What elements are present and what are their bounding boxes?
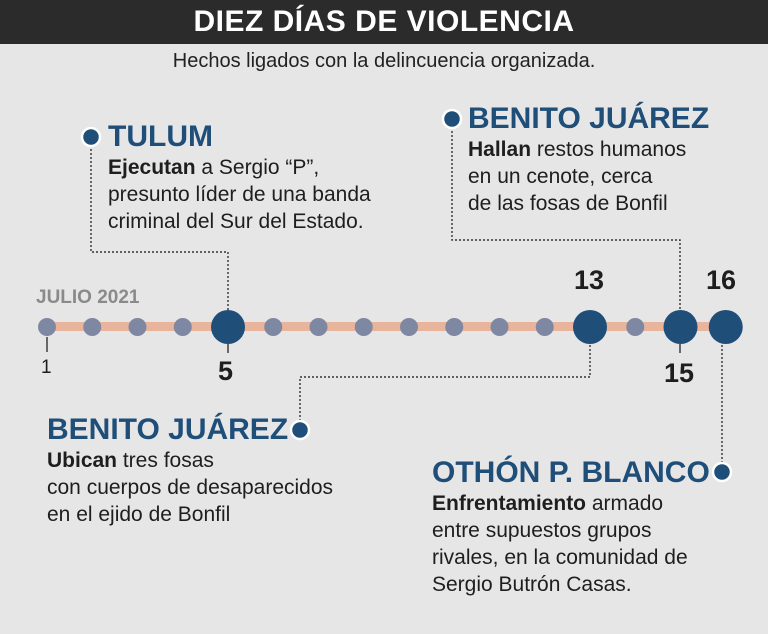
place-name: BENITO JUÁREZ [47, 413, 289, 446]
day-5-label: 5 [218, 356, 234, 386]
timeline-dot-day-3 [128, 318, 147, 336]
timeline-bar [40, 322, 730, 331]
event-text-line: Sergio Butrón Casas. [432, 573, 632, 596]
place-name: TULUM [108, 120, 213, 153]
timeline-dot-day-2 [83, 318, 102, 336]
event-text-line: armado [586, 492, 664, 515]
event-verb: Hallan [468, 138, 532, 161]
event-text-line: presunto líder de una banda [108, 183, 371, 206]
timeline-dot-day-16 [708, 310, 743, 344]
timeline-dot-day-10 [445, 318, 464, 336]
marker-benito-juarez-top [441, 108, 463, 130]
start-day-label: 1 [41, 357, 52, 378]
subtitle: Hechos ligados con la delincuencia organ… [172, 50, 596, 72]
event-text-line: en el ejido de Bonfil [47, 503, 231, 526]
event-verb: Enfrentamiento [432, 492, 587, 515]
marker-othon-p-blanco [711, 461, 733, 483]
event-description: Ejecutan a Sergio “P”, presunto líder de… [108, 154, 371, 235]
timeline-dot-day-1 [38, 318, 56, 336]
event-text-line: rivales, en la comunidad de [432, 546, 688, 569]
event-text-line: criminal del Sur del Estado. [108, 210, 364, 233]
timeline-dots [38, 310, 743, 344]
timeline-dot-day-11 [490, 318, 509, 336]
day-15-label: 15 [664, 358, 695, 388]
timeline-dot-day-9 [400, 318, 418, 336]
timeline-dot-day-12 [535, 318, 554, 336]
timeline-dot-day-6 [264, 318, 283, 336]
connector-tulum [90, 137, 229, 313]
connector-benito-juarez-top [451, 119, 681, 311]
event-description: Ubican tres fosas con cuerpos de desapar… [47, 447, 333, 528]
place-name: OTHÓN P. BLANCO [432, 456, 710, 489]
connector-lines [46, 119, 723, 472]
timeline-dot-day-8 [354, 318, 373, 336]
title-bar: DIEZ DÍAS DE VIOLENCIA [0, 0, 768, 44]
event-text-line: tres fosas [117, 449, 214, 472]
timeline-dot-day-15 [663, 310, 698, 344]
timeline-dot-day-4 [173, 318, 192, 336]
timeline-dot-day-14 [626, 318, 645, 336]
event-text-line: de las fosas de Bonfil [468, 192, 668, 215]
marker-tulum [80, 126, 102, 148]
timeline-dot-day-13 [573, 310, 607, 344]
connector-benito-juarez-bottom [299, 345, 591, 430]
day-13-label: 13 [574, 265, 605, 295]
event-benito-juarez-top: BENITO JUÁREZ Hallan restos humanos en u… [468, 102, 709, 217]
event-verb: Ejecutan [108, 156, 196, 179]
event-verb: Ubican [47, 449, 118, 472]
timeline-dot-day-5 [211, 310, 245, 344]
timeline-dot-day-7 [309, 318, 328, 336]
event-text-line: restos humanos [531, 138, 687, 161]
event-othon-p-blanco: OTHÓN P. BLANCO Enfrentamiento armado en… [432, 456, 710, 598]
event-description: Enfrentamiento armado entre supuestos gr… [432, 490, 710, 598]
event-text-line: a Sergio “P”, [195, 156, 320, 179]
period-label: JULIO 2021 [36, 287, 140, 308]
event-text-line: con cuerpos de desaparecidos [47, 476, 334, 499]
event-tulum: TULUM Ejecutan a Sergio “P”, presunto lí… [108, 120, 371, 235]
event-benito-juarez-bottom: BENITO JUÁREZ Ubican tres fosas con cuer… [47, 413, 333, 528]
event-text-line: en un cenote, cerca [468, 165, 653, 188]
event-text-line: entre supuestos grupos [432, 519, 652, 542]
place-name: BENITO JUÁREZ [468, 102, 710, 135]
marker-benito-juarez-bottom [289, 419, 311, 441]
connector-end-markers [80, 108, 733, 483]
day-16-label: 16 [706, 265, 737, 295]
page-title: DIEZ DÍAS DE VIOLENCIA [193, 5, 575, 38]
event-description: Hallan restos humanos en un cenote, cerc… [468, 136, 709, 217]
